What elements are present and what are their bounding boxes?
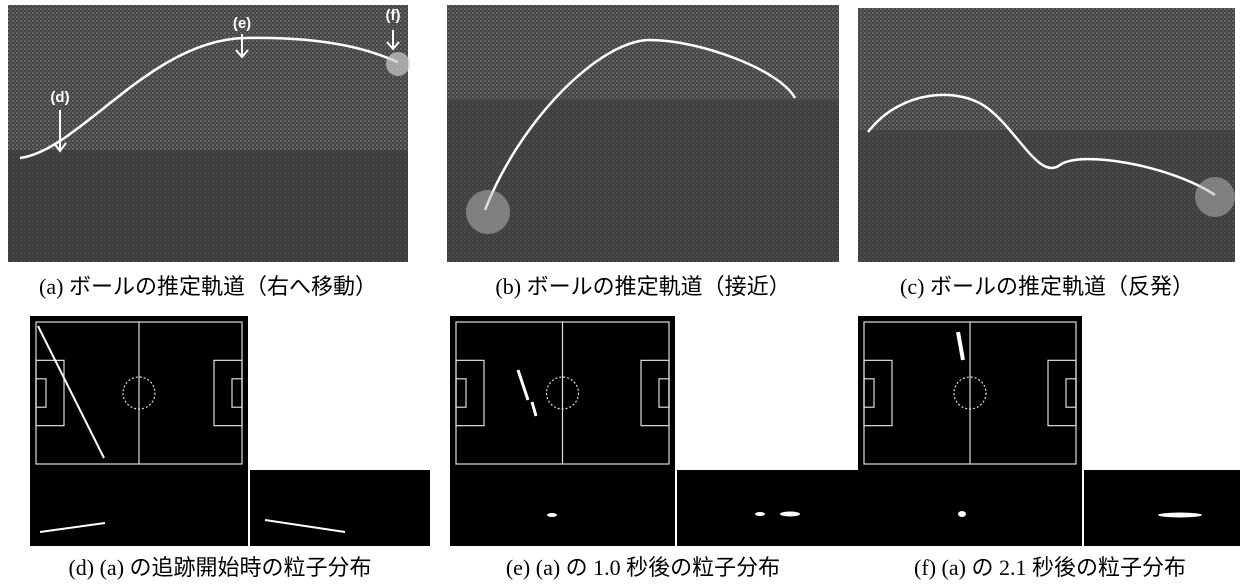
camera-views (858, 470, 1240, 546)
caption: (b) ボールの推定軌道（接近） (495, 274, 790, 299)
figure: (d) (e) (f) (a) ボールの推定軌道（右へ移動） (b) ボールの推… (0, 0, 1240, 586)
caption: (f) (a) の 2.1 秒後の粒子分布 (914, 555, 1186, 580)
view-bg (30, 470, 248, 546)
caption: (c) ボールの推定軌道（反発） (900, 274, 1194, 299)
view-bg (1084, 470, 1240, 546)
particles (1158, 513, 1202, 518)
caption: (d) (a) の追跡開始時の粒子分布 (68, 555, 371, 580)
view-bg (250, 470, 430, 546)
photo-c (858, 8, 1235, 262)
view-bg (450, 470, 675, 546)
photo-a: (d) (e) (f) (8, 5, 410, 262)
particles (780, 512, 800, 517)
field-diagram (30, 316, 248, 470)
particles (755, 512, 765, 516)
annotation: (d) (50, 89, 69, 106)
photo-b (447, 5, 839, 262)
annotation: (e) (233, 15, 251, 32)
view-bg (858, 470, 1082, 546)
field-diagram (450, 316, 675, 470)
annotation: (f) (386, 7, 401, 24)
caption: (a) ボールの推定軌道（右へ移動） (39, 274, 377, 299)
particles (958, 511, 966, 517)
camera-views (30, 470, 430, 546)
camera-views (450, 470, 860, 546)
particles (547, 513, 557, 517)
field-diagram (858, 316, 1082, 470)
view-bg (677, 470, 860, 546)
page: {"panels": [ {"caption": "(a) ボールの推定軌道（右… (0, 0, 1240, 586)
caption: (e) (a) の 1.0 秒後の粒子分布 (506, 555, 780, 580)
